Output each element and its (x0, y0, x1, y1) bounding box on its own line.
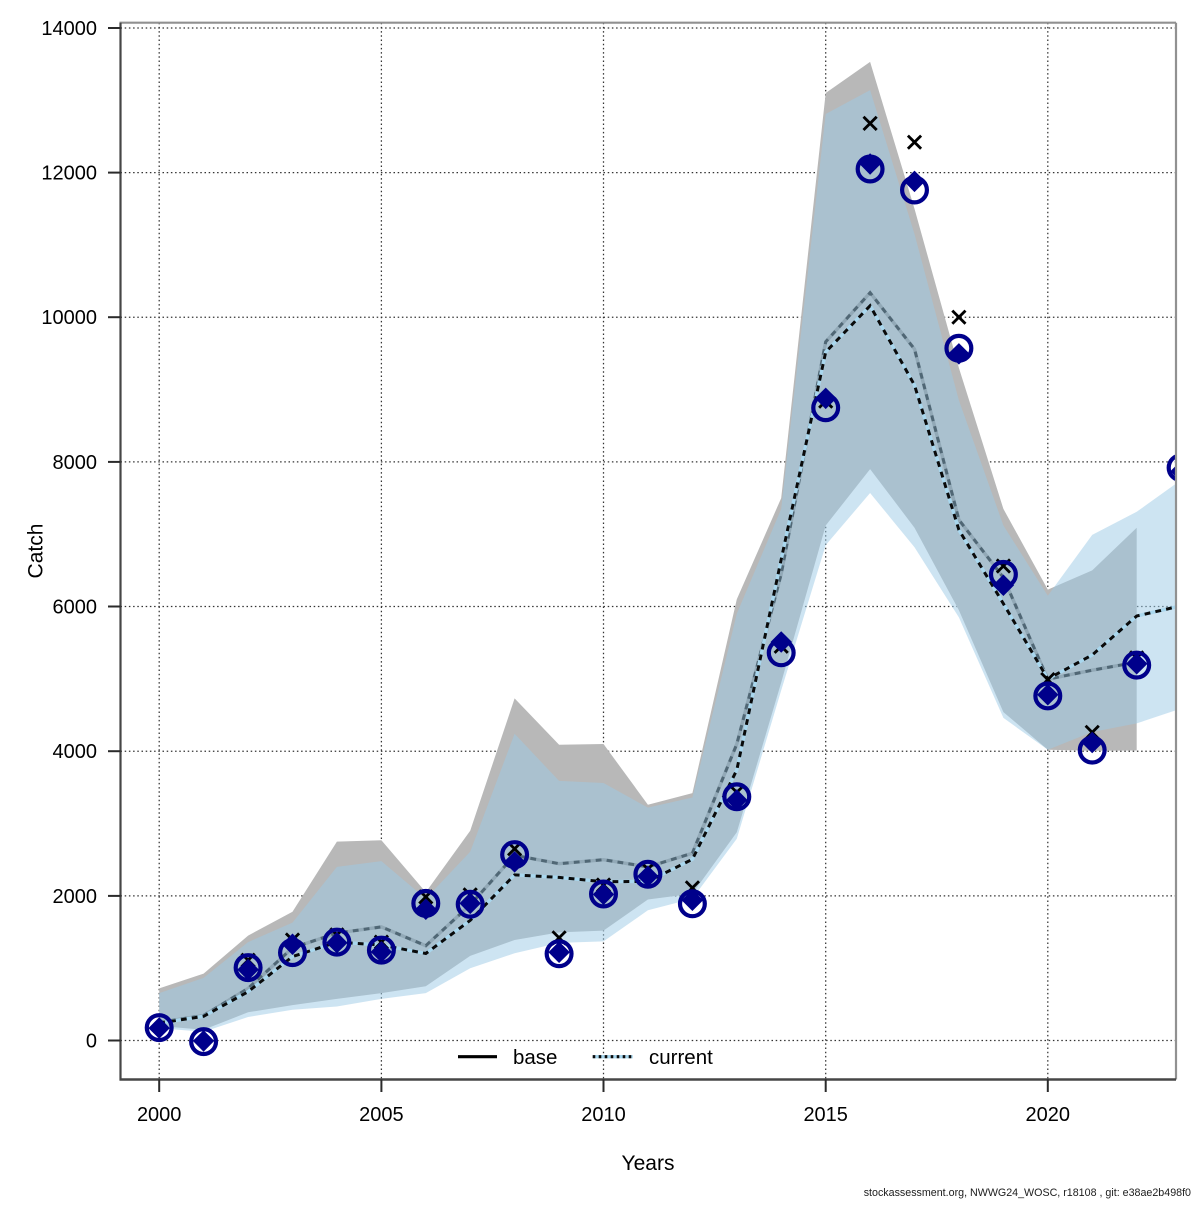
svg-text:10000: 10000 (41, 307, 97, 329)
svg-text:base: base (513, 1046, 557, 1069)
svg-text:2010: 2010 (581, 1104, 626, 1126)
svg-text:2020: 2020 (1026, 1104, 1071, 1126)
svg-text:Years: Years (622, 1152, 675, 1175)
svg-text:4000: 4000 (53, 741, 98, 763)
svg-text:14000: 14000 (41, 18, 97, 40)
svg-text:8000: 8000 (53, 452, 98, 474)
svg-text:12000: 12000 (41, 163, 97, 185)
svg-text:current: current (649, 1046, 713, 1069)
svg-text:stockassessment.org, NWWG24_WO: stockassessment.org, NWWG24_WOSC, r18108… (864, 1187, 1191, 1199)
svg-text:Catch: Catch (25, 524, 48, 579)
svg-text:0: 0 (86, 1031, 97, 1053)
svg-text:6000: 6000 (53, 597, 98, 619)
svg-text:2000: 2000 (53, 886, 98, 908)
svg-text:2000: 2000 (137, 1104, 182, 1126)
svg-text:2005: 2005 (359, 1104, 404, 1126)
svg-text:2015: 2015 (803, 1104, 848, 1126)
